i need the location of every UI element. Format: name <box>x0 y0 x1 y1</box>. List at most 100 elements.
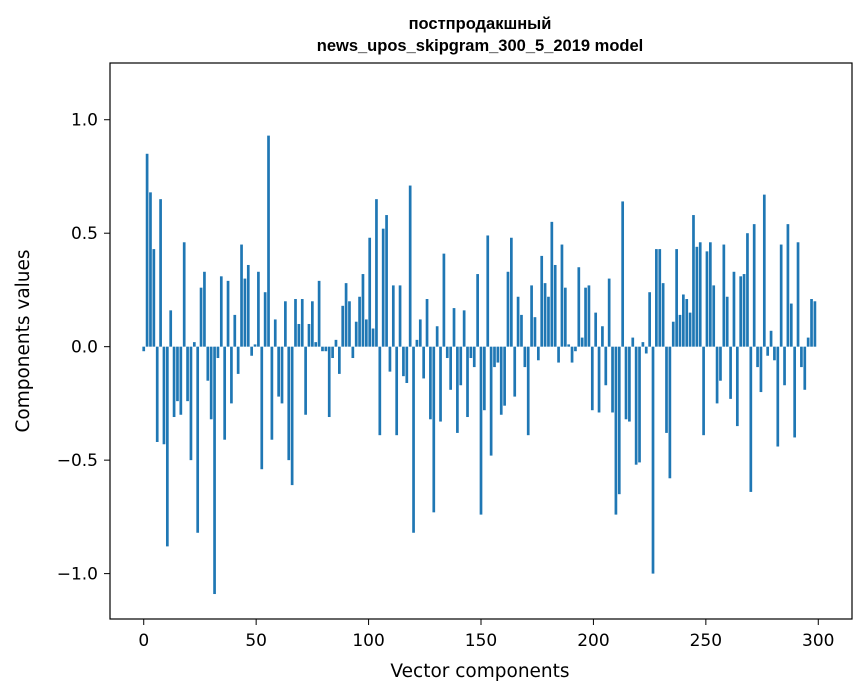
bar <box>277 346 280 397</box>
bar <box>651 346 655 574</box>
bar <box>553 264 557 347</box>
bar <box>759 346 763 393</box>
bar <box>371 328 375 347</box>
bar <box>607 278 611 347</box>
bar <box>317 280 321 347</box>
bar <box>526 346 530 436</box>
bar <box>263 292 267 347</box>
bar <box>415 339 419 347</box>
bar <box>385 215 388 347</box>
bar <box>590 346 594 411</box>
bar <box>796 242 800 347</box>
bar <box>267 135 270 347</box>
bar <box>661 283 665 347</box>
bar <box>223 346 227 440</box>
bar <box>196 346 200 533</box>
bar <box>715 346 719 404</box>
x-tick-label: 150 <box>465 631 497 651</box>
bar <box>574 346 577 352</box>
bar <box>523 346 527 368</box>
bar <box>658 249 662 347</box>
bar <box>233 314 237 347</box>
bar <box>803 346 807 390</box>
bar <box>375 199 378 347</box>
bar <box>594 312 598 347</box>
bar <box>665 346 668 433</box>
bar <box>611 346 614 413</box>
bar <box>813 301 817 347</box>
bar <box>152 249 156 347</box>
bar <box>601 326 604 347</box>
bar <box>287 346 291 461</box>
bar <box>793 346 797 438</box>
bar <box>260 346 264 470</box>
bar <box>226 280 230 347</box>
bar <box>597 346 601 413</box>
bar <box>176 346 179 402</box>
bar <box>510 237 513 347</box>
bar <box>199 287 203 347</box>
bar <box>692 215 695 347</box>
bar <box>172 346 176 418</box>
bar <box>682 294 685 347</box>
bar <box>452 308 456 347</box>
bar <box>786 224 790 347</box>
bar <box>513 346 517 397</box>
bar <box>216 346 220 359</box>
bar <box>250 346 254 356</box>
bar <box>469 346 473 359</box>
bar <box>418 319 422 347</box>
bar <box>604 346 608 386</box>
bar <box>749 346 753 492</box>
bar <box>709 242 712 347</box>
bar <box>405 346 409 383</box>
bar <box>361 274 365 347</box>
bar <box>671 321 675 347</box>
bar <box>445 346 449 359</box>
bar <box>162 346 166 445</box>
bar <box>284 301 287 347</box>
bar <box>324 346 328 352</box>
x-tick-label: 50 <box>245 631 267 651</box>
bar <box>506 271 510 347</box>
bar <box>739 276 743 347</box>
bar <box>729 346 732 399</box>
bar <box>746 233 749 347</box>
bar <box>219 276 223 347</box>
bar <box>344 283 348 347</box>
chart-title-line-1: постпродакшный <box>409 15 552 33</box>
bar <box>364 319 368 347</box>
bar <box>712 285 716 347</box>
bar <box>429 346 432 420</box>
bar <box>425 299 429 347</box>
y-tick-label: 0.0 <box>71 338 98 358</box>
bar <box>688 312 692 347</box>
bar <box>462 310 466 347</box>
bar <box>476 274 479 347</box>
bar <box>338 346 341 374</box>
bar <box>351 346 355 359</box>
bars-group <box>142 135 817 595</box>
bar <box>520 314 523 347</box>
bar <box>459 346 463 386</box>
bar <box>644 346 648 354</box>
bar <box>560 244 564 347</box>
bar <box>547 296 550 347</box>
bar <box>240 244 243 347</box>
bar <box>169 310 173 347</box>
bar <box>159 199 162 347</box>
bar <box>230 346 233 404</box>
x-axis-ticks: 0 50 100 150 200 250 300 <box>138 619 834 651</box>
bar <box>165 346 169 547</box>
x-tick-label: 0 <box>138 631 149 651</box>
bar <box>246 264 250 347</box>
bar <box>621 201 625 347</box>
bar <box>540 255 544 347</box>
bar <box>466 346 469 418</box>
bar <box>489 346 493 456</box>
bar <box>297 323 301 347</box>
bar <box>442 253 446 347</box>
bar <box>685 299 689 347</box>
bar <box>719 346 722 381</box>
